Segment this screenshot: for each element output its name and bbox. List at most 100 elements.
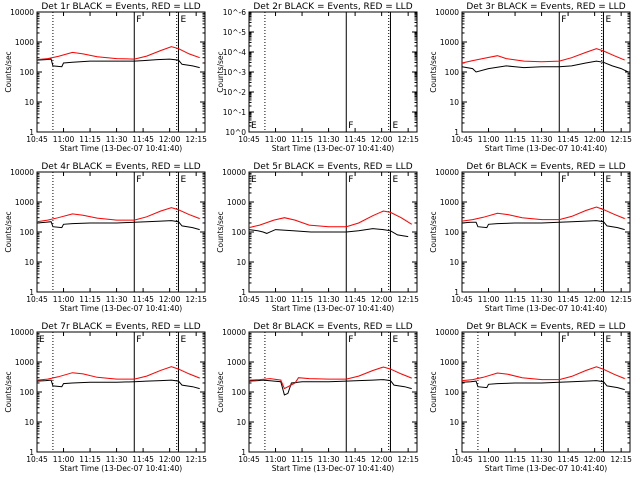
x-tick-label: 11:30	[106, 135, 128, 144]
y-tick-label: 10	[236, 418, 246, 427]
plot-frame	[248, 11, 418, 133]
x-tick-label: 11:30	[106, 295, 128, 304]
y-tick-label: 10^-3	[223, 68, 247, 77]
y-tick-label: 10000	[10, 8, 34, 17]
x-tick-label: 12:00	[584, 295, 606, 304]
x-tick-label: 11:00	[265, 455, 287, 464]
marker-label: F	[348, 335, 353, 345]
x-tick-label: 11:15	[504, 455, 526, 464]
y-tick-label: 1	[29, 448, 34, 457]
x-tick-label: 10:45	[451, 135, 473, 144]
x-tick-label: 12:15	[610, 455, 632, 464]
plot-frame	[36, 331, 206, 453]
marker-label: E	[392, 335, 398, 345]
marker-label: E	[605, 335, 611, 345]
plot-frame	[36, 171, 206, 293]
x-tick-label: 11:15	[79, 295, 101, 304]
y-tick-label: 100	[20, 68, 35, 77]
y-tick-label: 100	[232, 228, 247, 237]
x-tick-label: 12:15	[610, 295, 632, 304]
x-tick-label: 12:00	[584, 135, 606, 144]
x-tick-label: 11:30	[318, 455, 340, 464]
x-tick-label: 10:45	[26, 455, 48, 464]
chart-title: Det 1r BLACK = Events, RED = LLD	[41, 2, 200, 12]
y-tick-label: 1	[29, 128, 34, 137]
chart-title: Det 9r BLACK = Events, RED = LLD	[466, 322, 625, 332]
y-tick-label: 100	[20, 228, 35, 237]
marker-label: E	[39, 335, 45, 345]
y-tick-label: 10	[449, 258, 459, 267]
x-tick-label: 12:00	[159, 135, 181, 144]
x-tick-label: 10:45	[451, 455, 473, 464]
y-axis-label: Counts/sec	[216, 51, 225, 92]
x-tick-label: 12:15	[610, 135, 632, 144]
y-axis-label: Counts/sec	[429, 371, 438, 412]
x-tick-label: 12:15	[185, 135, 207, 144]
y-tick-label: 10^-5	[223, 28, 247, 37]
plot-frame	[461, 331, 631, 453]
y-tick-label: 1000	[440, 38, 459, 47]
events-series-line	[248, 379, 412, 396]
y-tick-label: 10	[449, 418, 459, 427]
x-tick-label: 12:00	[584, 455, 606, 464]
y-tick-label: 10000	[10, 328, 34, 337]
x-tick-label: 12:15	[397, 295, 419, 304]
x-tick-label: 10:45	[451, 295, 473, 304]
x-tick-label: 10:45	[238, 455, 260, 464]
y-tick-label: 1000	[15, 358, 34, 367]
y-tick-label: 10^0	[225, 128, 246, 137]
x-axis-label: Start Time (13-Dec-07 10:41:40)	[485, 304, 607, 313]
y-tick-label: 10^-2	[223, 88, 247, 97]
chart-panel: Det 4r BLACK = Events, RED = LLD 10:45 11:…	[4, 162, 207, 313]
marker-label: E	[180, 15, 186, 25]
y-tick-label: 1000	[15, 198, 34, 207]
x-tick-label: 11:00	[478, 135, 500, 144]
x-tick-label: 12:00	[159, 295, 181, 304]
x-tick-label: 11:00	[478, 455, 500, 464]
x-axis-label: Start Time (13-Dec-07 10:41:40)	[485, 464, 607, 473]
y-tick-label: 1000	[440, 358, 459, 367]
marker-label: F	[348, 121, 353, 131]
x-tick-label: 11:45	[344, 135, 366, 144]
x-tick-label: 11:00	[478, 295, 500, 304]
x-tick-label: 11:30	[106, 455, 128, 464]
events-series-line	[36, 58, 200, 69]
x-tick-label: 11:00	[53, 455, 75, 464]
x-tick-label: 11:30	[531, 295, 553, 304]
chart-panel: Det 3r BLACK = Events, RED = LLD 10:45 11:…	[429, 2, 632, 153]
plot-frame	[461, 11, 631, 133]
y-axis-label: Counts/sec	[429, 51, 438, 92]
x-tick-label: 11:00	[265, 135, 287, 144]
y-tick-label: 1000	[227, 198, 246, 207]
y-tick-label: 10^-4	[223, 48, 247, 57]
x-tick-label: 12:00	[159, 455, 181, 464]
chart-title: Det 8r BLACK = Events, RED = LLD	[253, 322, 412, 332]
marker-label: F	[136, 15, 141, 25]
marker-label: E	[251, 175, 257, 185]
x-tick-label: 11:00	[265, 295, 287, 304]
x-tick-label: 10:45	[26, 135, 48, 144]
x-tick-label: 11:15	[504, 295, 526, 304]
chart-title: Det 7r BLACK = Events, RED = LLD	[41, 322, 200, 332]
marker-label: E	[251, 121, 257, 131]
x-tick-label: 11:15	[291, 135, 313, 144]
y-tick-label: 100	[445, 68, 460, 77]
y-tick-label: 1	[241, 288, 246, 297]
x-axis-label: Start Time (13-Dec-07 10:41:40)	[60, 144, 182, 153]
y-tick-label: 10	[24, 418, 34, 427]
marker-label: E	[180, 175, 186, 185]
plot-frame	[248, 331, 418, 453]
plot-frame	[461, 171, 631, 293]
marker-label: F	[136, 175, 141, 185]
marker-label: F	[561, 175, 566, 185]
lld-series-line	[248, 366, 412, 390]
marker-label: E	[392, 175, 398, 185]
x-axis-label: Start Time (13-Dec-07 10:41:40)	[272, 304, 394, 313]
y-axis-label: Counts/sec	[4, 211, 13, 252]
y-tick-label: 100	[20, 388, 35, 397]
x-tick-label: 11:15	[291, 295, 313, 304]
x-tick-label: 12:15	[185, 455, 207, 464]
y-tick-label: 1	[241, 448, 246, 457]
y-tick-label: 1000	[440, 198, 459, 207]
